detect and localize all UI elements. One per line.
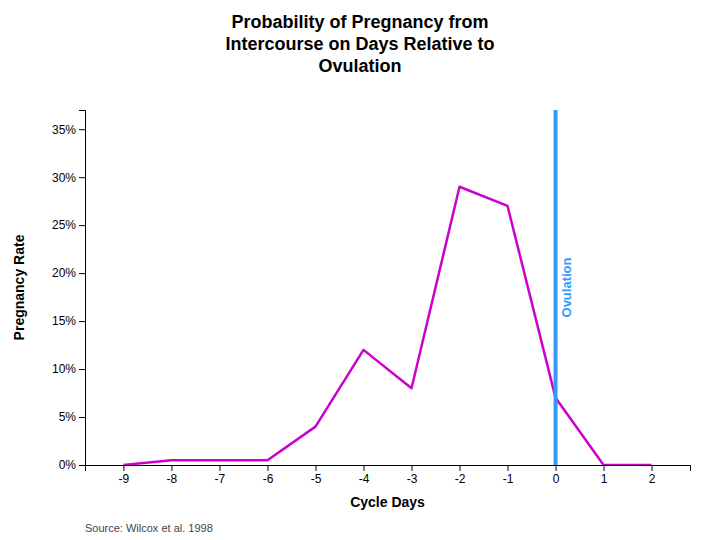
x-tick-label: 0 [553, 472, 560, 486]
y-tick-label: 30% [52, 171, 76, 185]
x-tick-mark [604, 465, 605, 471]
x-tick: 1 [601, 465, 608, 486]
x-tick-label: -9 [119, 472, 130, 486]
y-tick-label: 35% [52, 123, 76, 137]
y-tick-label: 15% [52, 314, 76, 328]
x-tick-mark [363, 465, 364, 471]
y-axis-line [79, 111, 86, 466]
y-tick-mark [79, 321, 85, 322]
y-tick-mark [79, 129, 85, 130]
x-tick-mark [412, 465, 413, 471]
x-tick: -5 [311, 465, 322, 486]
x-tick: -6 [263, 465, 274, 486]
x-tick: -4 [359, 465, 370, 486]
y-axis-title: Pregnancy Rate [11, 234, 27, 340]
line [123, 187, 651, 465]
y-tick-label: 25% [52, 218, 76, 232]
y-axis: 0% 5% 10% 15% 20% 25% 30% 35% [52, 111, 86, 473]
x-tick-label: 1 [601, 472, 608, 486]
x-tick: -9 [119, 465, 130, 486]
x-tick: 2 [649, 465, 656, 486]
x-tick-label: -1 [503, 472, 514, 486]
y-tick-mark [79, 177, 85, 178]
y-tick: 0% [59, 458, 85, 472]
y-tick: 20% [52, 266, 85, 280]
ovulation-line [554, 110, 558, 465]
y-tick: 5% [59, 410, 85, 424]
y-tick-label: 10% [52, 362, 76, 376]
x-tick-label: 2 [649, 472, 656, 486]
y-tick-label: 0% [59, 458, 77, 472]
ovulation-label: Ovulation [559, 257, 574, 317]
y-tick-mark [79, 465, 85, 466]
y-tick: 25% [52, 218, 85, 232]
x-tick-mark [315, 465, 316, 471]
x-tick-mark [460, 465, 461, 471]
x-tick-mark [652, 465, 653, 471]
x-tick: -2 [455, 465, 466, 486]
y-tick-label: 5% [59, 410, 77, 424]
plot-area: -9-8-7-6-5-4-3-2-10120%5%10%15%20%25%30%… [52, 110, 691, 486]
x-tick: -3 [407, 465, 418, 486]
y-tick-label: 20% [52, 266, 76, 280]
x-tick-mark [508, 465, 509, 471]
x-axis-title: Cycle Days [350, 494, 425, 510]
x-axis-line [86, 466, 691, 472]
x-tick-label: -8 [167, 472, 178, 486]
x-tick: 0 [553, 465, 560, 486]
x-tick-mark [171, 465, 172, 471]
x-axis: -9 -8 -7 -6 -5 -4 -3 -2 -1 0 1 2 [86, 465, 691, 486]
chart: -9-8-7-6-5-4-3-2-10120%5%10%15%20%25%30%… [0, 0, 720, 540]
x-tick: -8 [167, 465, 178, 486]
y-tick-mark [79, 273, 85, 274]
y-tick: 30% [52, 171, 85, 185]
x-tick: -7 [215, 465, 226, 486]
x-tick-mark [556, 465, 557, 471]
x-tick: -1 [503, 465, 514, 486]
x-tick-label: -3 [407, 472, 418, 486]
y-tick: 10% [52, 362, 85, 376]
y-tick: 15% [52, 314, 85, 328]
title: Probability of Pregnancy fromIntercourse… [225, 12, 494, 76]
x-tick-label: -4 [359, 472, 370, 486]
x-tick-mark [123, 465, 124, 471]
y-tick-mark [79, 417, 85, 418]
x-tick-mark [267, 465, 268, 471]
source: Source: Wilcox et al. 1998 [85, 522, 213, 534]
x-tick-label: -6 [263, 472, 274, 486]
x-tick-label: -2 [455, 472, 466, 486]
marks [123, 110, 651, 465]
y-tick: 35% [52, 123, 85, 137]
x-tick-mark [219, 465, 220, 471]
x-tick-label: -7 [215, 472, 226, 486]
x-tick-label: -5 [311, 472, 322, 486]
y-tick-mark [79, 225, 85, 226]
y-tick-mark [79, 369, 85, 370]
